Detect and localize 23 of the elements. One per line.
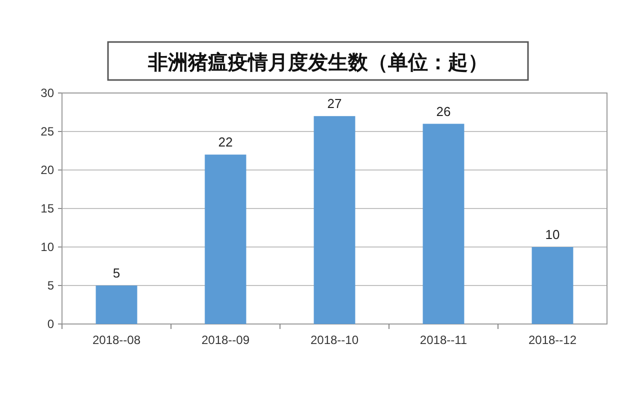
data-label: 10 [545,227,560,242]
data-label: 27 [327,96,342,112]
data-label: 26 [436,104,451,119]
chart-title: 非洲猪瘟疫情月度发生数（单位：起） [147,51,488,74]
data-label: 5 [112,266,120,280]
y-tick-label: 15 [40,202,54,216]
bar [422,124,464,324]
x-tick-label: 2018--12 [528,333,577,347]
bar [96,286,138,324]
y-tick-label: 0 [47,317,54,331]
y-tick-label: 20 [40,163,54,177]
bar [532,247,574,324]
bar [314,116,356,324]
bar [204,154,246,324]
y-tick-label: 30 [40,86,54,100]
x-tick-label: 2018--09 [201,333,250,347]
data-label: 22 [218,134,233,150]
y-tick-label: 25 [40,124,54,138]
x-tick-label: 2018--10 [310,333,359,347]
x-tick-label: 2018--08 [92,333,141,347]
x-tick-label: 2018--11 [420,333,468,347]
y-tick-label: 10 [40,240,54,254]
y-tick-label: 5 [47,278,54,292]
